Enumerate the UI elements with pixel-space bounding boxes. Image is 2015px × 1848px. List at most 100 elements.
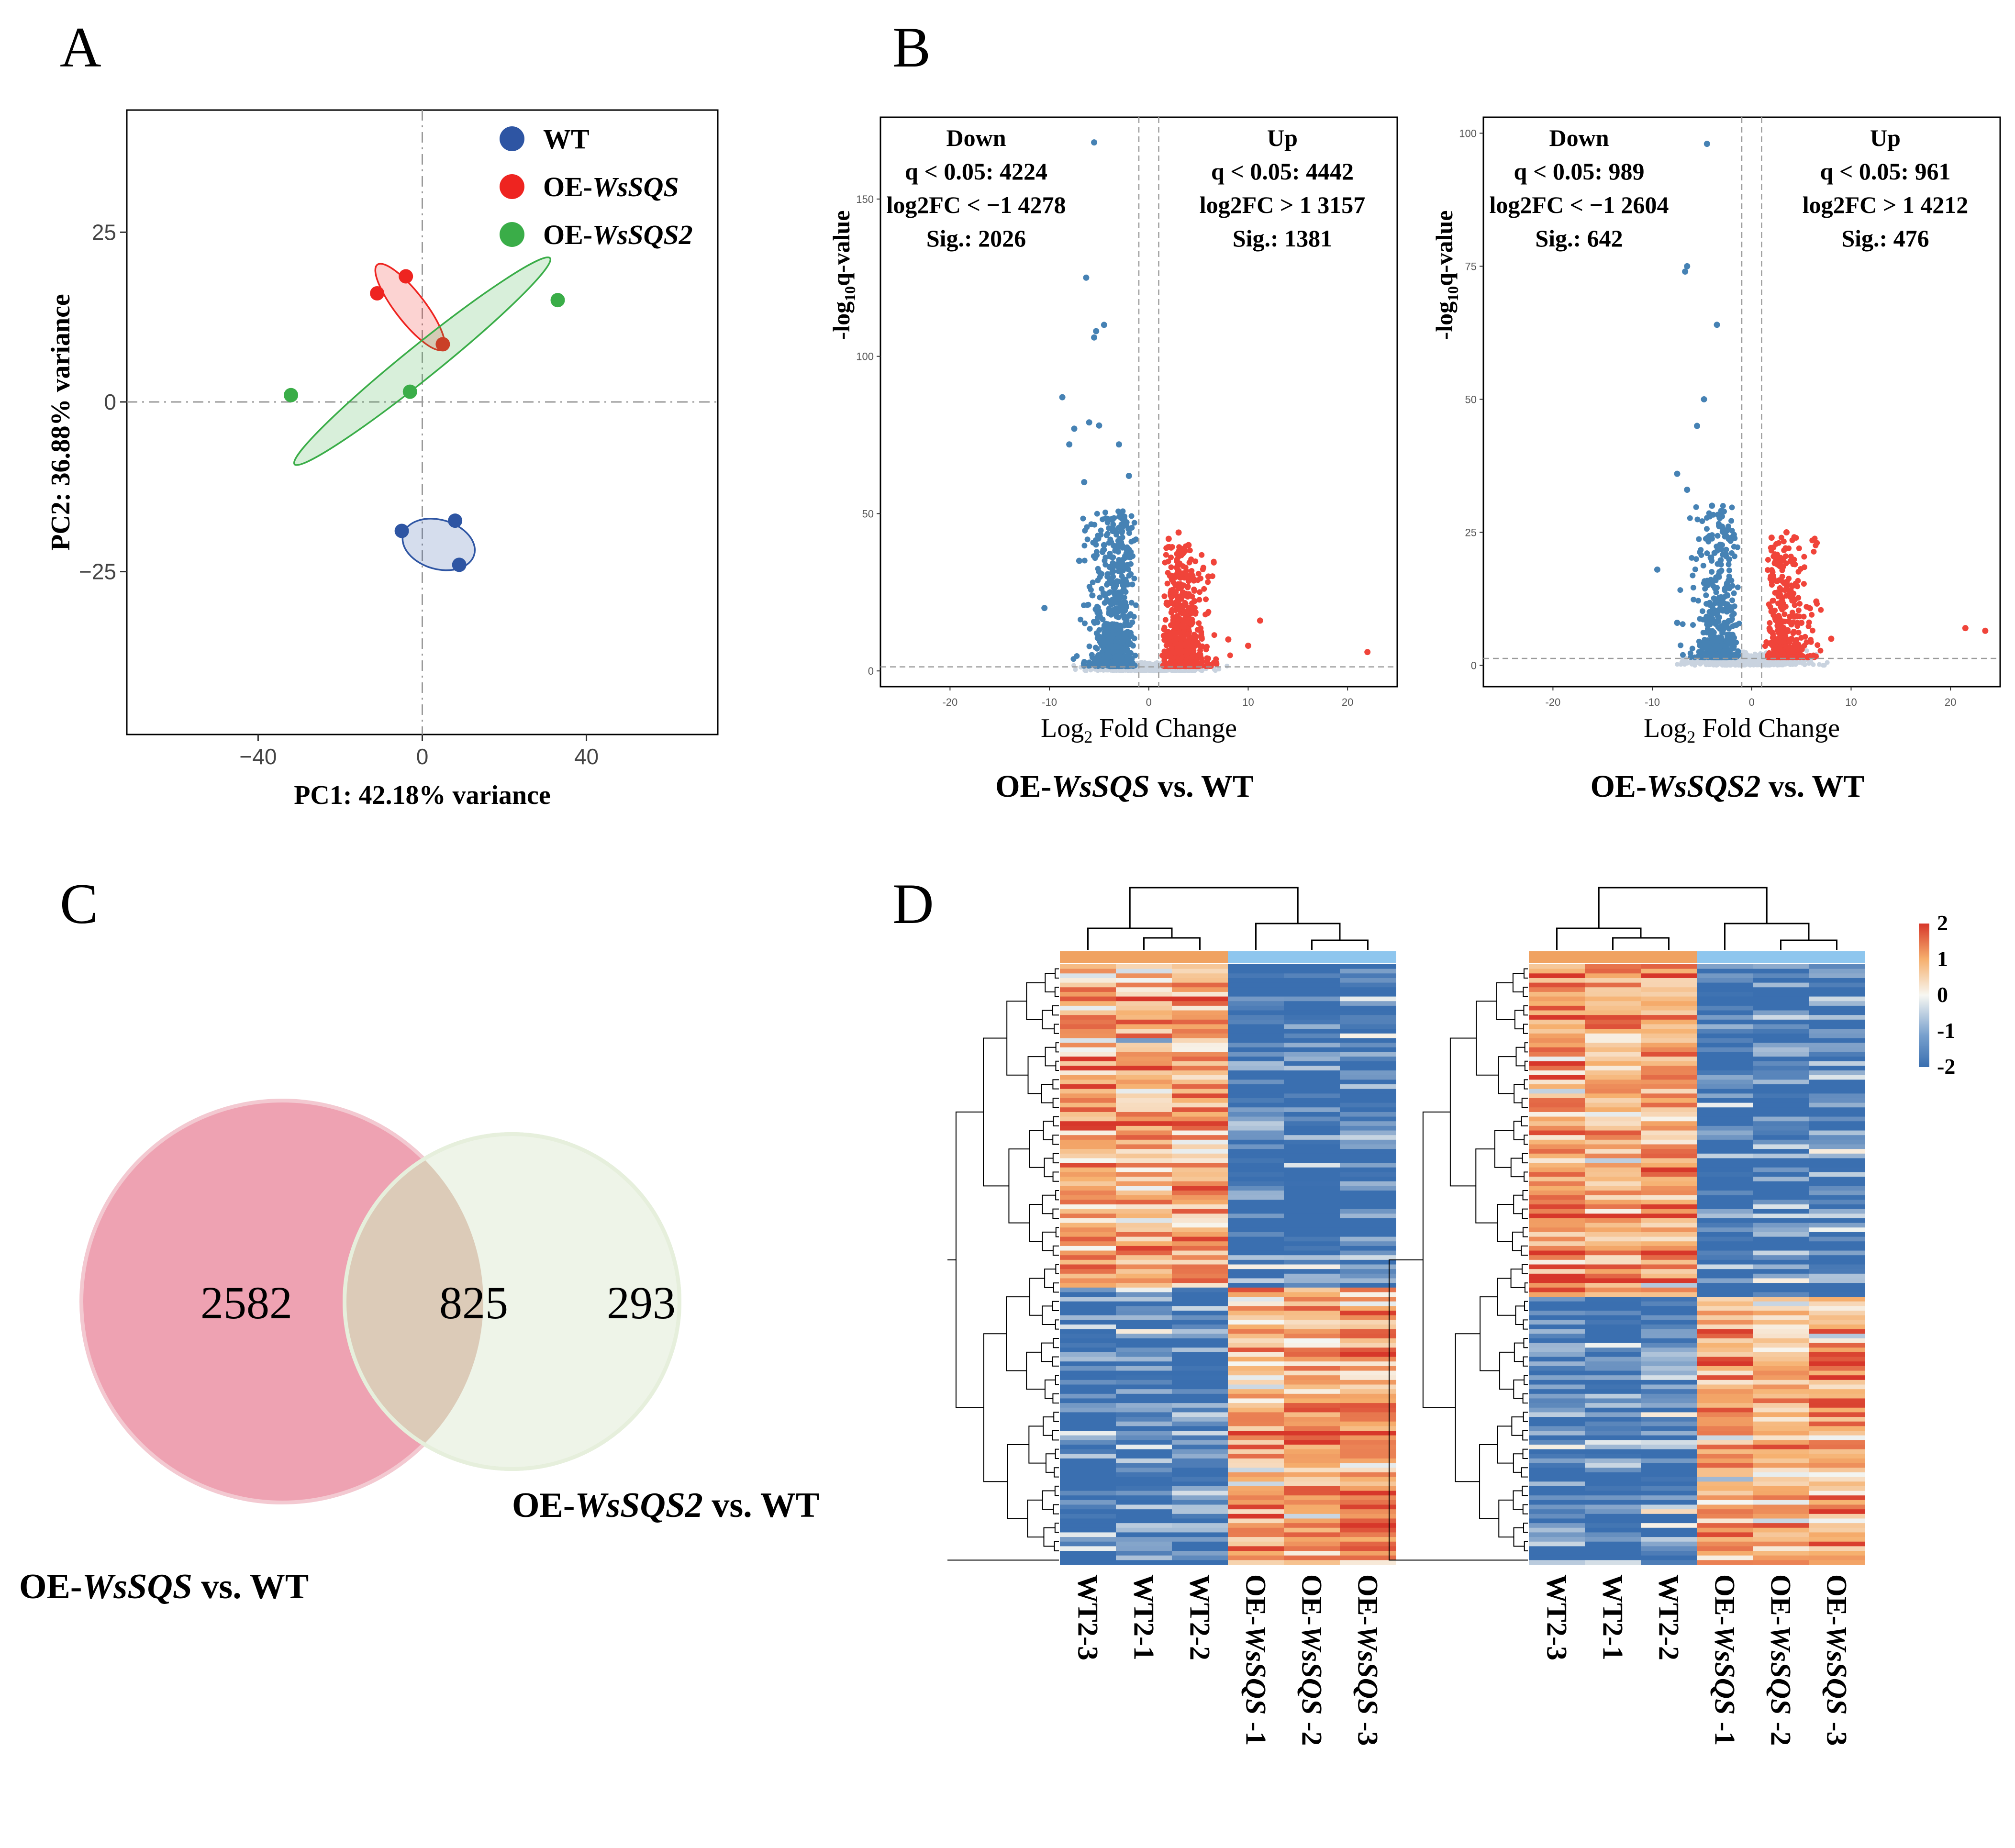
heatmap-cell [1585,1555,1641,1560]
heatmap-cell [1585,1153,1641,1158]
heatmap-cell [1809,1061,1865,1066]
heatmap-cell [1809,1523,1865,1528]
volcano-point-down [1131,537,1137,544]
volcano-point-down [1731,532,1737,538]
volcano-point-outlier [1125,473,1132,479]
heatmap-cell [1284,964,1340,969]
heatmap-cell [1753,1015,1809,1020]
heatmap-cell [1753,1417,1809,1422]
heatmap-cell [1060,1010,1116,1015]
heatmap-cell [1809,1038,1865,1043]
heatmap-cell [1641,1130,1697,1136]
heatmap-cell [1284,1486,1340,1492]
volcano-point-up [1203,646,1209,653]
heatmap-cell [1585,1255,1641,1260]
heatmap-cell [1228,1334,1284,1339]
volcano-point-up [1792,580,1799,587]
heatmap-row-dendrogram [955,1111,984,1408]
volcano-up-stat: Sig.: 1381 [1233,225,1332,252]
heatmap-cell [1529,1057,1585,1062]
volcano-point-down [1710,653,1716,659]
volcano-point-up [1812,535,1818,542]
heatmap-cell [1697,1093,1753,1099]
volcano-point-ns [1769,662,1774,667]
volcano-point-down [1130,643,1136,649]
volcano-point-up [1793,535,1799,541]
heatmap-cell [1284,1255,1340,1260]
heatmap-cell [1809,1555,1865,1560]
heatmap-cell [1228,1255,1284,1260]
heatmap-cell [1641,1029,1697,1034]
heatmap-cell [1585,1366,1641,1371]
volcano-point-up [1767,620,1773,626]
heatmap-cell [1641,1417,1697,1422]
heatmap-cell [1585,1139,1641,1145]
heatmap-cell [1585,1393,1641,1399]
heatmap-cell [1340,1449,1396,1454]
heatmap-cell [1809,1527,1865,1533]
heatmap-cell [1641,1463,1697,1468]
volcano-point-up [1188,658,1194,664]
volcano-point-down [1091,619,1097,625]
heatmap-cell [1172,1218,1228,1224]
heatmap-cell [1697,1449,1753,1454]
heatmap-row-dendrogram [1524,1042,1528,1053]
heatmap-cell [1697,1541,1753,1547]
heatmap-cell [1529,1181,1585,1186]
volcano-point-down [1700,562,1706,568]
heatmap-cell [1116,1532,1172,1537]
heatmap-cell [1529,1264,1585,1269]
heatmap-cell [1116,1477,1172,1482]
heatmap-cell [1060,1158,1116,1163]
heatmap-cell [1284,1084,1340,1090]
volcano-point-up [1165,558,1171,565]
heatmap-column-label: OE-WsSQS -2 [1296,1574,1328,1746]
volcano-point-up [1776,614,1782,621]
heatmap-cell [1060,1352,1116,1358]
heatmap-cell [1228,1426,1284,1431]
heatmap-cell [1809,1384,1865,1390]
volcano-point-up [1789,610,1795,616]
volcano-point-down [1126,530,1132,536]
heatmap-cell [1228,1264,1284,1269]
heatmap-cell [1284,1500,1340,1505]
heatmap-cell [1116,1297,1172,1302]
heatmap-cell [1585,1264,1641,1269]
heatmap-cell [1697,1107,1753,1113]
heatmap-cell [1284,1311,1340,1316]
heatmap-cell [1697,1057,1753,1062]
heatmap-cell [1284,1431,1340,1436]
heatmap-row-dendrogram [1054,1024,1059,1034]
heatmap-cell [1641,1084,1697,1090]
heatmap-cell [1060,1472,1116,1478]
heatmap-cell [1116,1061,1172,1066]
heatmap-cell [1529,1361,1585,1367]
heatmap-cell [1753,1273,1809,1279]
volcano-point-down [1728,578,1735,584]
heatmap-cell [1809,1435,1865,1440]
heatmap-cell [1228,1130,1284,1136]
heatmap-cell [1116,1163,1172,1168]
heatmap-cell [1641,1043,1697,1048]
heatmap-cell [1340,1357,1396,1362]
heatmap-cell [1340,1463,1396,1468]
heatmap-cell [1340,1273,1396,1279]
heatmap-cell [1340,1412,1396,1417]
heatmap-cell [1228,1532,1284,1537]
heatmap-cell [1340,1403,1396,1408]
heatmap-cell [1284,1325,1340,1330]
volcano-point-ns [1749,659,1755,664]
heatmap-cell [1529,1236,1585,1242]
heatmap-cell [1753,1315,1809,1320]
volcano-up-stat: Sig.: 476 [1841,225,1929,252]
heatmap-cell [1060,1236,1116,1242]
volcano-point-down [1724,592,1730,598]
volcano-y-axis-label: -log10q-value [1431,211,1461,340]
volcano-point-up [1205,656,1211,662]
volcano-point-up [1776,620,1782,626]
volcano-point-up [1801,554,1807,560]
volcano-point-up [1810,652,1816,658]
heatmap-cell [1809,1005,1865,1011]
volcano-point-down [1723,546,1729,553]
heatmap-cell [1641,1213,1697,1219]
